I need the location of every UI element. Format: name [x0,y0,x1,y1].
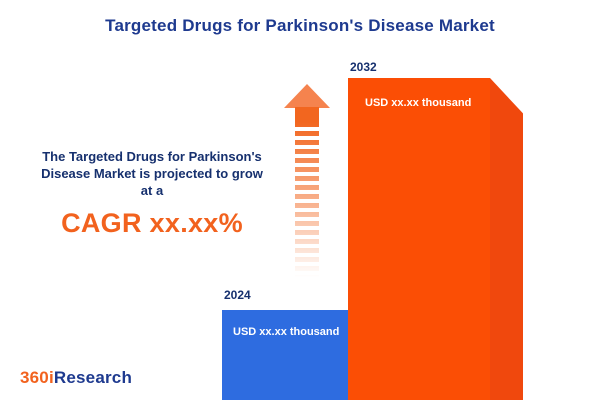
brand-logo-navy-part: Research [53,368,133,387]
bar-2032-3d-side [490,78,523,400]
arrow-dashed-tail [295,122,319,284]
bar-2024-value-label: USD xx.xx thousand [233,326,340,338]
bar-2032-value-label: USD xx.xx thousand [365,97,472,109]
arrow-head-icon [284,84,330,108]
bar-2024: USD xx.xx thousand [222,310,348,400]
brand-logo: 360iResearch [20,368,132,388]
arrow-stem [295,107,319,122]
bar-year-label-2024: 2024 [224,288,251,302]
brand-logo-orange-part: 360i [20,368,54,387]
bar-year-label-2032: 2032 [350,60,377,74]
cagr-value: CAGR xx.xx% [61,208,243,238]
annotation-line-3: at a [140,183,164,198]
annotation-block: The Targeted Drugs for Parkinson's Disea… [6,148,298,239]
annotation-line-1: The Targeted Drugs for Parkinson's [42,149,262,164]
page-title: Targeted Drugs for Parkinson's Disease M… [105,16,495,35]
annotation-line-2: Disease Market is projected to grow [41,166,263,181]
bar-2032: USD xx.xx thousand [348,78,490,400]
growth-arrow-icon [284,84,330,284]
